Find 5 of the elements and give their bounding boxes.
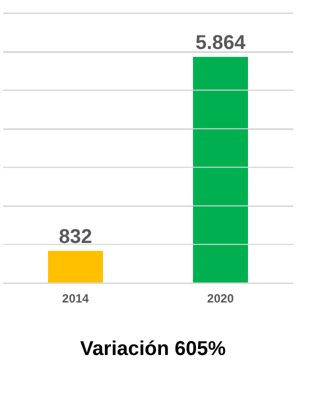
text: Variación 605% (80, 338, 226, 360)
data-label: 832 (58, 226, 92, 248)
data-label: 5.864 (195, 32, 246, 54)
x-tick-label: 2014 (62, 292, 90, 306)
x-tick-label: 2020 (207, 292, 234, 306)
